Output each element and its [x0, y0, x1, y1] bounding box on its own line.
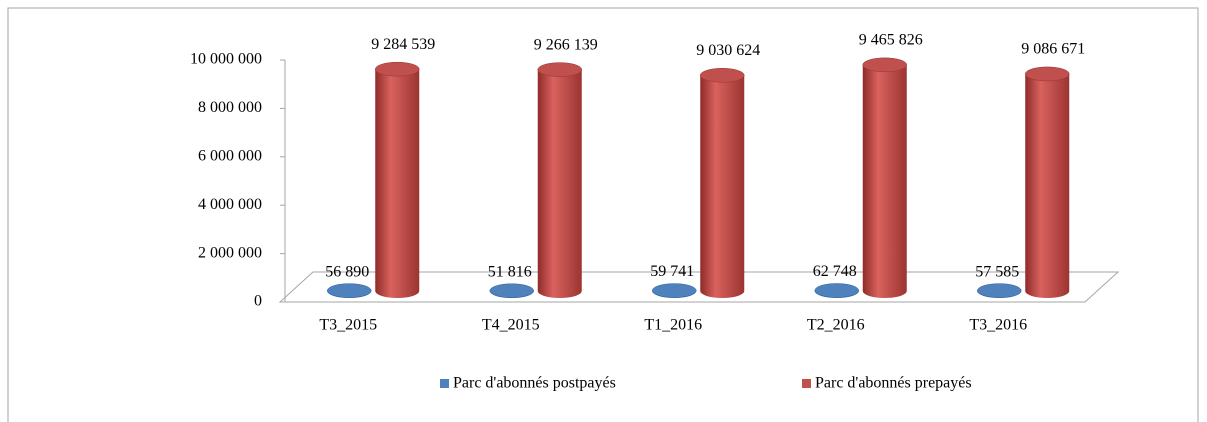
value-label: 9 266 139	[534, 36, 598, 53]
x-tick-label: T3_2015	[319, 317, 377, 334]
value-label: 56 890	[325, 263, 369, 280]
value-label: 57 585	[975, 263, 1019, 280]
cylinder-top	[977, 283, 1022, 298]
cylinder-top	[700, 68, 745, 83]
x-tick-label: T2_2016	[807, 317, 865, 334]
cylinder	[537, 69, 582, 298]
y-tick-label: 6 000 000	[198, 147, 262, 164]
cylinder-top	[1025, 66, 1070, 82]
value-label: 51 816	[488, 263, 532, 280]
legend-label: Parc d'abonnés postpayés	[453, 375, 616, 392]
value-label: 59 741	[650, 263, 694, 280]
cylinder-top	[814, 283, 859, 298]
floor	[278, 271, 1120, 303]
cylinder	[700, 75, 745, 299]
x-tick-label: T3_2016	[969, 317, 1027, 334]
cylinder-top	[537, 62, 582, 77]
frame	[7, 7, 1199, 422]
cylinder-top	[327, 283, 372, 298]
legend-swatch	[802, 379, 811, 388]
cylinder	[1025, 73, 1070, 299]
legend-label: Parc d'abonnés prepayés	[815, 375, 972, 392]
y-tick-label: 10 000 000	[190, 51, 262, 68]
cylinder-top	[652, 283, 697, 298]
legend-swatch	[440, 379, 449, 388]
y-tick-label: 2 000 000	[198, 244, 262, 261]
value-label: 9 086 671	[1021, 41, 1085, 58]
y-tick-label: 8 000 000	[198, 99, 262, 116]
cylinder-top	[489, 283, 534, 299]
value-label: 9 030 624	[696, 42, 760, 59]
x-tick-label: T1_2016	[644, 317, 702, 334]
cylinder-top	[862, 57, 907, 73]
y-tick-label: 0	[254, 293, 262, 310]
x-tick-label: T4_2015	[482, 317, 540, 334]
cylinder-top	[375, 61, 420, 77]
y-tick-label: 4 000 000	[198, 196, 262, 213]
value-label: 62 748	[813, 263, 857, 280]
cylinder	[375, 69, 420, 298]
cylinder	[862, 64, 907, 298]
value-label: 9 284 539	[371, 36, 435, 53]
value-label: 9 465 826	[859, 31, 923, 48]
